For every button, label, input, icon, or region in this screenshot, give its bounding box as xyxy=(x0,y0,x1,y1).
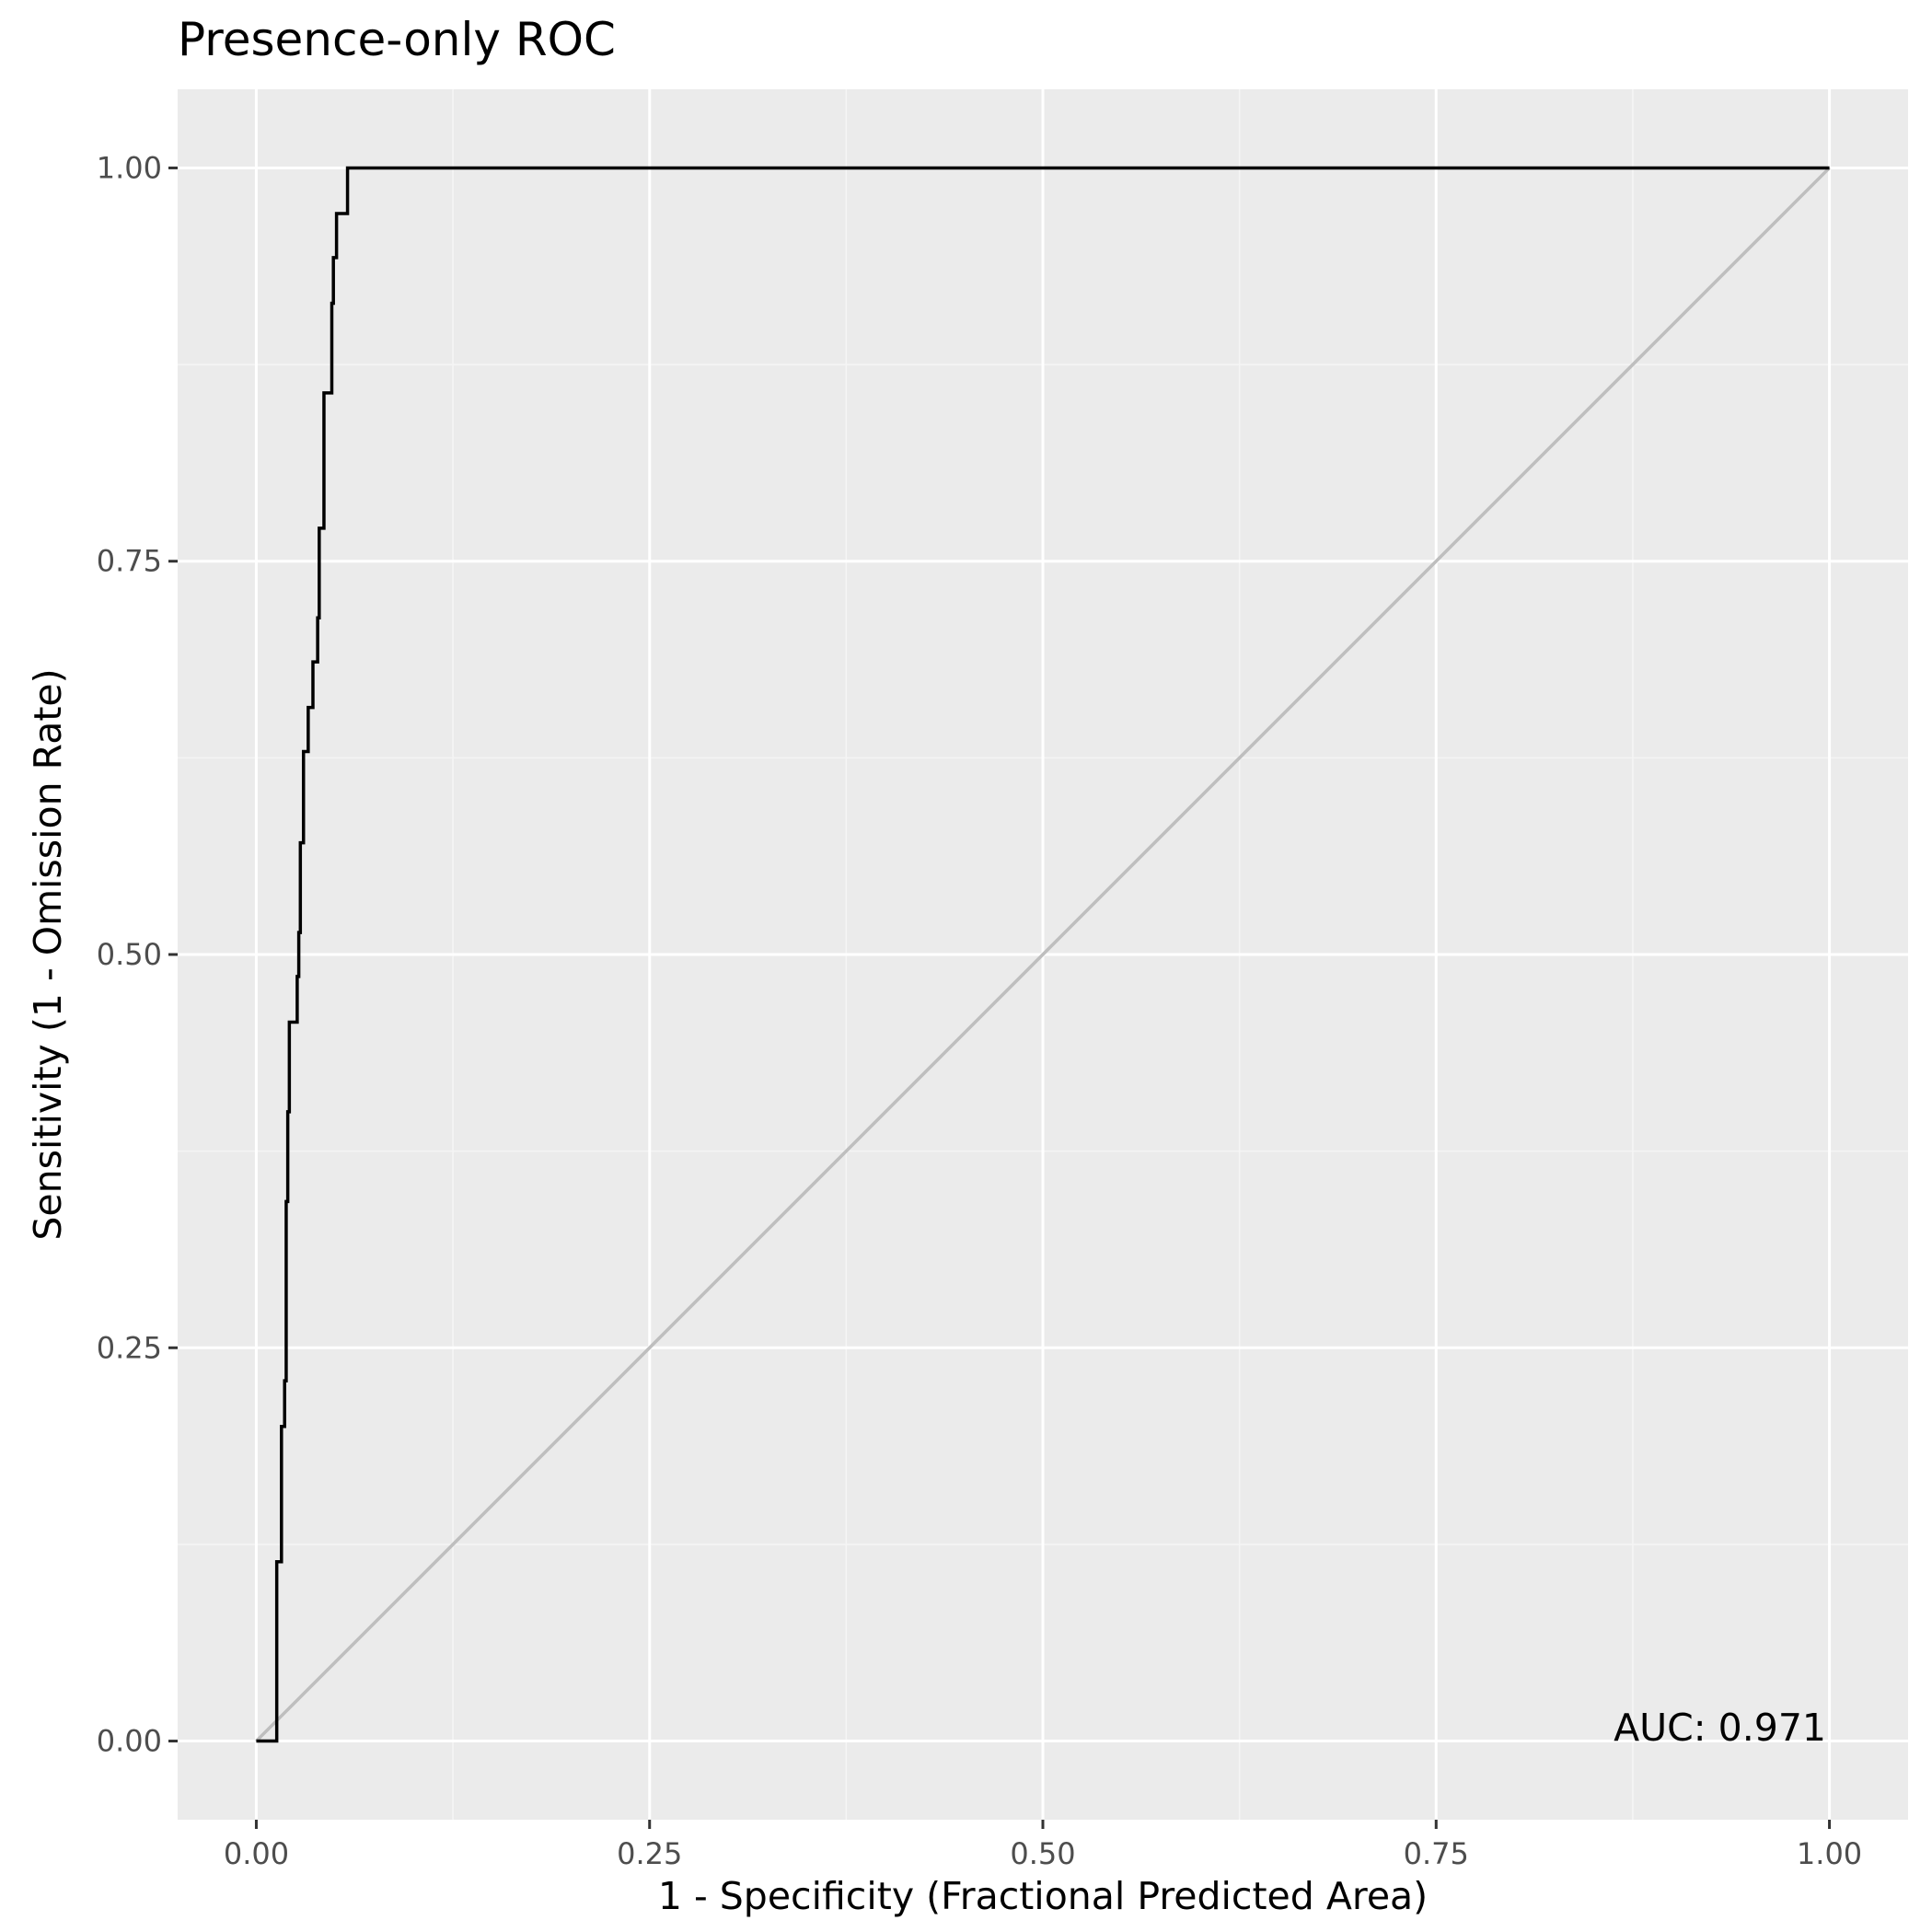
chart-title: Presence-only ROC xyxy=(178,13,616,66)
x-tick-label: 0.25 xyxy=(617,1836,682,1871)
x-tick-label: 0.00 xyxy=(224,1836,289,1871)
y-tick-label: 0.00 xyxy=(97,1724,162,1759)
x-tick-label: 1.00 xyxy=(1797,1836,1862,1871)
x-tick-label: 0.50 xyxy=(1010,1836,1075,1871)
reference-layer xyxy=(255,167,1831,1742)
roc-layer xyxy=(256,166,1830,1743)
x-tick-label: 0.75 xyxy=(1404,1836,1469,1871)
y-tick-label: 0.50 xyxy=(97,937,162,972)
roc-curve-line xyxy=(256,166,1830,1743)
y-tick-label: 0.75 xyxy=(97,544,162,579)
x-axis-label: 1 - Specificity (Fractional Predicted Ar… xyxy=(658,1874,1428,1918)
x-axis: 0.00 0.25 0.50 0.75 1.00 xyxy=(224,1820,1862,1871)
y-axis: 0.00 0.25 0.50 0.75 1.00 xyxy=(97,150,178,1759)
auc-annotation: AUC: 0.971 xyxy=(1614,1706,1826,1750)
y-tick-label: 0.25 xyxy=(97,1330,162,1365)
reference-diagonal-line xyxy=(255,167,1831,1742)
y-axis-label: Sensitivity (1 - Omission Rate) xyxy=(26,668,70,1240)
y-tick-label: 1.00 xyxy=(97,150,162,185)
